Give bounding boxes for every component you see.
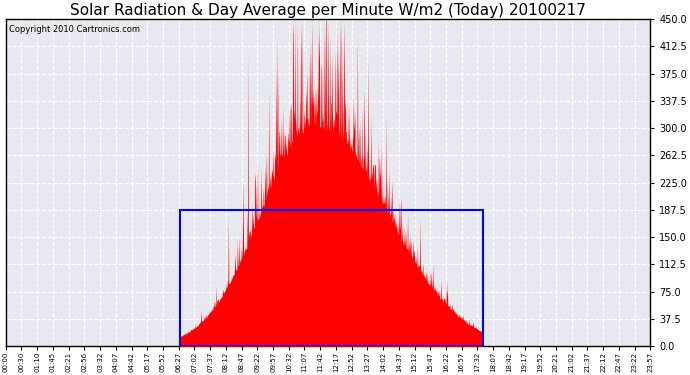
- Title: Solar Radiation & Day Average per Minute W/m2 (Today) 20100217: Solar Radiation & Day Average per Minute…: [70, 3, 586, 18]
- Bar: [181, 210, 483, 346]
- Text: Copyright 2010 Cartronics.com: Copyright 2010 Cartronics.com: [9, 26, 140, 34]
